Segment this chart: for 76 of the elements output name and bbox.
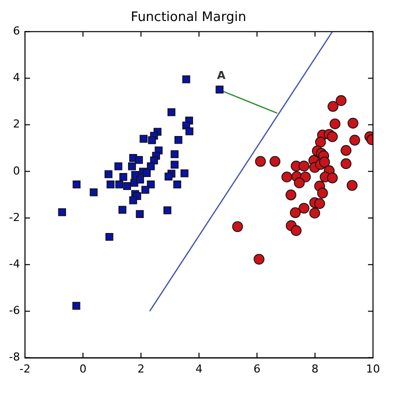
point <box>346 180 358 191</box>
point <box>119 173 128 181</box>
x-tick-label: 10 <box>366 362 380 376</box>
point <box>136 176 144 184</box>
y-tick-label: 0 <box>12 164 20 178</box>
point <box>170 150 179 158</box>
point <box>349 134 360 146</box>
point <box>348 118 358 129</box>
point <box>326 172 338 184</box>
y-tick-label: 2 <box>12 118 20 131</box>
point <box>115 180 124 188</box>
point <box>180 169 188 178</box>
y-tick-label: -6 <box>9 304 20 318</box>
point <box>336 95 346 106</box>
point <box>294 177 305 188</box>
point <box>141 186 150 194</box>
point <box>163 206 172 214</box>
point <box>146 180 155 188</box>
point <box>340 145 352 156</box>
y-tick-label: 4 <box>12 71 20 84</box>
point <box>128 162 136 170</box>
point <box>114 162 122 170</box>
x-tick-label: 8 <box>311 362 318 376</box>
point <box>72 302 80 310</box>
point <box>148 136 156 144</box>
point <box>232 221 243 232</box>
point <box>104 170 112 178</box>
point <box>309 208 320 219</box>
point <box>254 254 264 265</box>
y-tick-label: -8 <box>9 350 20 364</box>
annotation: A <box>217 69 226 82</box>
point <box>123 182 131 190</box>
point <box>170 160 179 169</box>
point <box>146 162 155 170</box>
point <box>106 180 114 188</box>
point <box>182 75 190 84</box>
point <box>255 156 266 167</box>
point <box>58 208 66 216</box>
point <box>167 108 176 116</box>
point <box>173 180 182 188</box>
point <box>315 136 326 148</box>
point <box>129 196 138 204</box>
point <box>142 169 151 177</box>
point <box>135 156 143 164</box>
y-tick-label: -4 <box>9 257 20 270</box>
point <box>317 188 328 198</box>
y-tick-label: -2 <box>9 210 20 224</box>
point <box>270 156 280 167</box>
point <box>105 232 114 241</box>
point <box>326 131 338 142</box>
point <box>185 127 194 136</box>
point <box>281 172 292 182</box>
point <box>136 210 144 218</box>
point <box>298 160 310 172</box>
point <box>314 198 326 209</box>
point <box>216 86 224 94</box>
chart-title: Functional Margin <box>130 10 246 26</box>
point <box>328 100 338 112</box>
x-tick-label: 2 <box>137 362 144 376</box>
point <box>340 158 352 170</box>
point <box>290 207 301 218</box>
point <box>118 206 126 214</box>
point <box>90 188 98 196</box>
x-tick-label: 4 <box>195 362 202 376</box>
y-tick-label: 6 <box>12 24 20 38</box>
point <box>286 190 296 200</box>
point <box>319 156 330 168</box>
point <box>164 172 172 180</box>
point <box>330 118 340 130</box>
point <box>140 134 148 143</box>
point <box>174 136 182 144</box>
x-tick-label: 6 <box>253 362 260 376</box>
point <box>298 202 310 214</box>
point <box>290 225 302 236</box>
x-tick-label: 0 <box>79 362 86 376</box>
point <box>72 180 81 188</box>
